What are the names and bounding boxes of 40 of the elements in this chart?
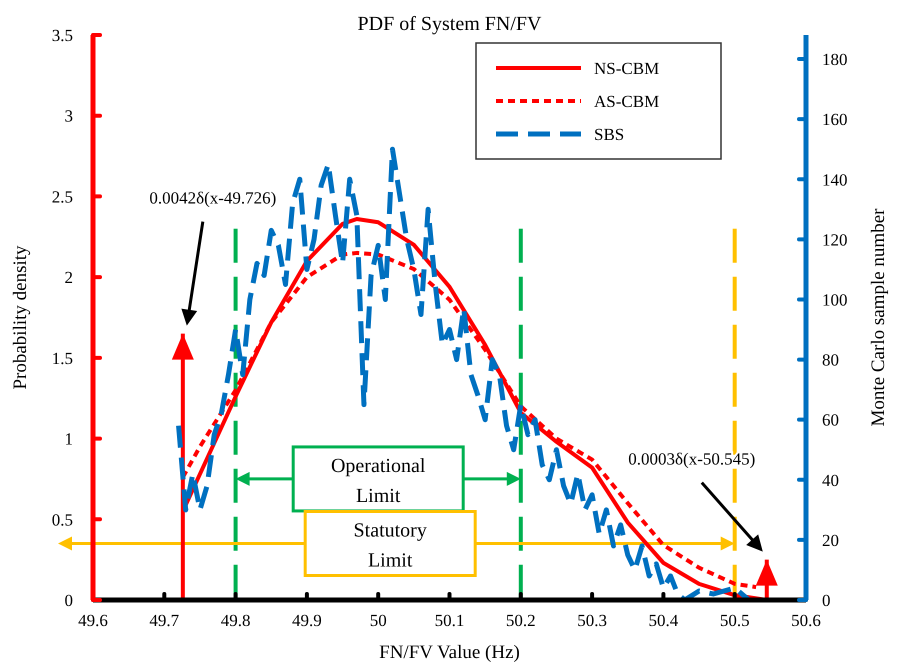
x-tick-label: 49.9	[292, 611, 322, 630]
y-tick-label: 1.5	[52, 348, 73, 368]
x-tick-label: 50	[370, 611, 387, 630]
y2-tick-label: 160	[822, 110, 848, 130]
y-tick-label: 0	[64, 591, 73, 610]
x-axis-title: FN/FV Value (Hz)	[379, 642, 520, 663]
legend-label: AS-CBM	[594, 92, 660, 111]
x-tick-label: 50.6	[791, 611, 821, 630]
x-tick-label: 50.1	[434, 611, 464, 630]
y-tick-label: 3.5	[52, 26, 73, 45]
annotation: 0.0003δ(x-50.545)	[628, 450, 756, 469]
annotation: Statutory Limit	[354, 520, 427, 572]
y2-tick-label: 80	[822, 350, 839, 370]
y2-tick-label: 0	[822, 591, 830, 610]
y-tick-label: 0.5	[52, 510, 73, 530]
annotation: Operational Limit	[330, 454, 426, 507]
y2-tick-label: 60	[822, 410, 839, 430]
x-tick-label: 50.2	[506, 611, 536, 630]
y-tick-label: 2	[64, 268, 73, 288]
x-tick-label: 49.8	[220, 611, 250, 630]
x-tick-label: 50.5	[720, 611, 750, 630]
y-tick-label: 2.5	[52, 187, 73, 206]
x-tick-label: 50.4	[648, 611, 679, 630]
y2-tick-label: 40	[822, 470, 839, 490]
x-tick-label: 50.3	[577, 611, 607, 630]
y-axis-title: Probability density	[10, 244, 31, 390]
legend-label: NS-CBM	[594, 59, 660, 78]
y-tick-label: 1	[64, 430, 73, 449]
y2-tick-label: 120	[822, 230, 848, 250]
y2-tick-label: 140	[822, 170, 848, 190]
y2-tick-label: 180	[822, 50, 848, 70]
y2-tick-label: 100	[822, 290, 848, 310]
y-tick-label: 3	[64, 106, 73, 126]
y2-axis-title: Monte Carlo sample number	[868, 208, 889, 426]
chart-title: PDF of System FN/FV	[358, 13, 542, 35]
y2-tick-label: 20	[822, 530, 839, 550]
legend-label: SBS	[594, 125, 624, 144]
annotation: 0.0042δ(x-49.726)	[149, 188, 276, 208]
x-tick-label: 49.7	[149, 611, 180, 630]
x-tick-label: 49.6	[78, 611, 108, 630]
